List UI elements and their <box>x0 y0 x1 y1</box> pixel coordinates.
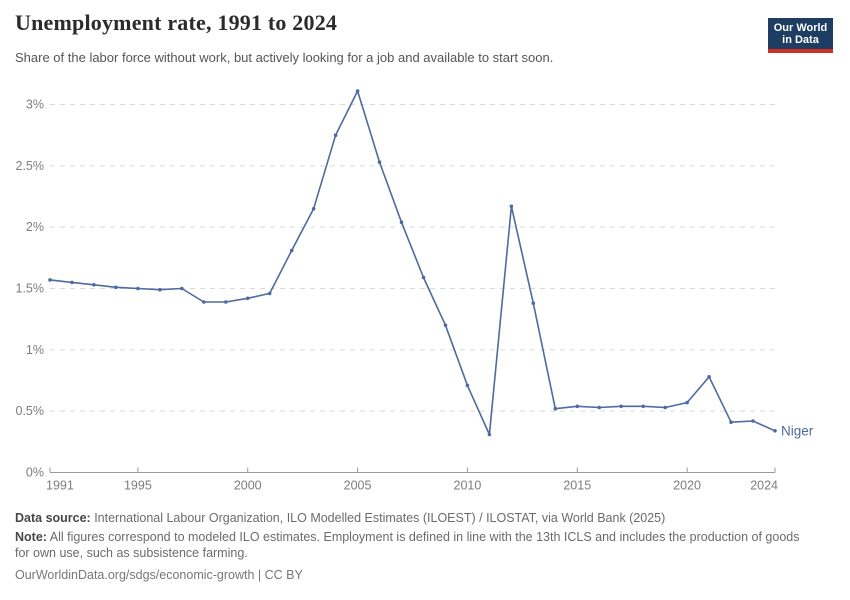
data-point[interactable] <box>619 404 623 409</box>
data-source-line: Data source: International Labour Organi… <box>15 510 807 526</box>
y-tick-label: 0% <box>26 466 44 480</box>
niger-line[interactable] <box>49 90 776 436</box>
x-tick-label: 2010 <box>454 479 482 493</box>
data-point[interactable] <box>707 375 711 379</box>
data-point[interactable] <box>289 248 294 253</box>
data-point[interactable] <box>575 404 580 409</box>
data-point[interactable] <box>597 405 601 410</box>
x-tick-label: 2015 <box>563 479 591 493</box>
data-point[interactable] <box>267 291 272 296</box>
data-point[interactable] <box>751 419 755 423</box>
data-point[interactable] <box>509 204 514 209</box>
data-point[interactable] <box>663 405 667 410</box>
x-tick-label: 2000 <box>234 479 262 493</box>
data-point[interactable] <box>224 300 228 304</box>
data-point[interactable] <box>443 323 448 328</box>
note-text: All figures correspond to modeled ILO es… <box>15 530 800 560</box>
data-point[interactable] <box>114 285 118 290</box>
data-point[interactable] <box>136 286 140 291</box>
note-line: Note: All figures correspond to modeled … <box>15 529 807 561</box>
owid-logo[interactable]: Our World in Data <box>768 18 833 53</box>
chart-title: Unemployment rate, 1991 to 2024 <box>15 10 338 35</box>
data-point[interactable] <box>641 404 645 409</box>
data-point[interactable] <box>487 432 492 437</box>
data-point[interactable] <box>685 400 689 405</box>
y-tick-label: 3% <box>26 97 44 111</box>
data-point[interactable] <box>421 275 426 280</box>
y-tick-label: 2.5% <box>16 159 45 173</box>
owid-logo-line2: in Data <box>782 34 819 46</box>
data-point[interactable] <box>245 296 250 301</box>
chart-footer: Data source: International Labour Organi… <box>15 510 807 583</box>
x-tick-label: 1991 <box>46 479 74 493</box>
data-point[interactable] <box>311 207 316 211</box>
x-tick-label: 2020 <box>673 479 701 493</box>
data-point[interactable] <box>553 406 558 411</box>
attribution-link[interactable]: OurWorldinData.org/sdgs/economic-growth … <box>15 568 303 582</box>
x-tick-label: 2005 <box>344 479 372 493</box>
data-point[interactable] <box>180 286 184 291</box>
y-tick-label: 2% <box>26 220 44 234</box>
data-point[interactable] <box>202 300 206 304</box>
data-point[interactable] <box>773 429 777 433</box>
data-source-text: International Labour Organization, ILO M… <box>90 511 666 525</box>
data-point[interactable] <box>377 160 382 164</box>
data-point[interactable] <box>355 89 360 93</box>
data-point[interactable] <box>158 287 162 292</box>
y-tick-label: 1.5% <box>16 281 45 295</box>
y-tick-label: 1% <box>26 343 44 357</box>
data-source-label: Data source: <box>15 511 91 525</box>
x-tick-label: 1995 <box>124 479 152 493</box>
data-point[interactable] <box>729 420 733 425</box>
data-point[interactable] <box>399 220 404 225</box>
owid-logo-line1: Our World <box>773 22 828 34</box>
data-point[interactable] <box>70 280 74 285</box>
data-point[interactable] <box>531 301 536 306</box>
y-tick-label: 0.5% <box>16 404 45 418</box>
chart-subtitle: Share of the labor force without work, b… <box>15 50 554 65</box>
data-point[interactable] <box>333 133 338 137</box>
data-point[interactable] <box>92 283 96 287</box>
series-end-label[interactable]: Niger <box>781 423 814 438</box>
data-point[interactable] <box>465 383 470 388</box>
note-label: Note: <box>15 530 47 544</box>
data-point[interactable] <box>48 278 52 282</box>
x-tick-label: 2024 <box>750 479 778 493</box>
